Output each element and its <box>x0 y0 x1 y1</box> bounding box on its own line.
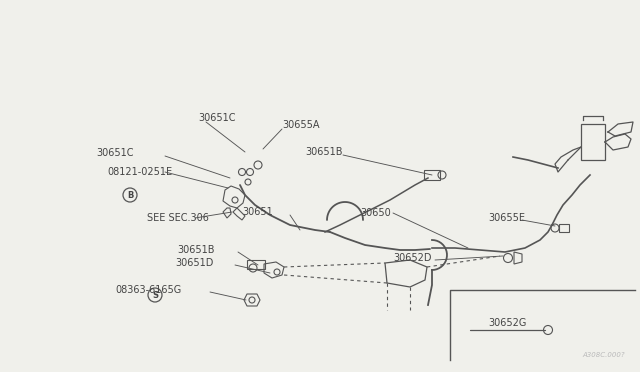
Bar <box>581 124 605 160</box>
Text: SEE SEC.306: SEE SEC.306 <box>147 213 209 223</box>
Text: 30650: 30650 <box>360 208 391 218</box>
Text: 30651D: 30651D <box>175 258 213 268</box>
Text: 30651C: 30651C <box>198 113 236 123</box>
Text: 30655E: 30655E <box>488 213 525 223</box>
Text: 08363-6165G: 08363-6165G <box>115 285 181 295</box>
Bar <box>247 260 265 269</box>
Text: 30655A: 30655A <box>282 120 319 130</box>
Text: S: S <box>152 291 158 299</box>
Text: B: B <box>127 190 133 199</box>
Text: 08121-0251E: 08121-0251E <box>107 167 172 177</box>
Text: 30651: 30651 <box>242 207 273 217</box>
Text: A308C.000?: A308C.000? <box>582 352 625 358</box>
Text: 30651B: 30651B <box>177 245 214 255</box>
Text: 30651B: 30651B <box>305 147 342 157</box>
Text: 30651C: 30651C <box>96 148 134 158</box>
Text: 30652D: 30652D <box>393 253 431 263</box>
Bar <box>559 224 569 232</box>
Bar <box>424 170 440 180</box>
Text: 30652G: 30652G <box>488 318 526 328</box>
